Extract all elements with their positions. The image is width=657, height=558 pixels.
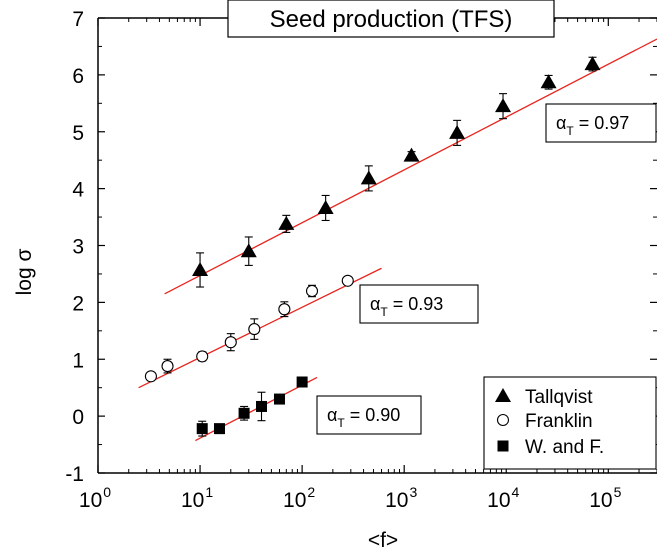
legend-label: Franklin — [525, 411, 593, 432]
data-point — [240, 243, 257, 258]
x-tick-label: 105 — [589, 484, 621, 512]
x-axis-label: <f> — [368, 529, 398, 552]
legend-label: W. and F. — [525, 437, 604, 458]
data-point — [224, 336, 237, 349]
x-tick-label: 104 — [487, 484, 519, 512]
data-point — [256, 400, 268, 412]
y-tick-label: 3 — [72, 236, 84, 259]
legend-marker — [496, 413, 510, 427]
y-tick-label: 4 — [72, 179, 84, 202]
data-point — [317, 199, 334, 214]
x-tick-label: 101 — [181, 484, 213, 512]
legend: Tallqvist Franklin W. and F. — [483, 376, 657, 470]
alpha-annotation-box — [359, 284, 479, 324]
chart-title-box: Seed production (TFS) — [227, 0, 555, 38]
data-point — [296, 376, 308, 388]
alpha-annotation-box — [316, 395, 422, 435]
y-tick-label: -1 — [65, 463, 84, 486]
legend-label: Tallqvist — [525, 387, 593, 408]
data-point — [278, 303, 291, 316]
legend-box — [483, 376, 657, 470]
legend-marker — [497, 440, 509, 452]
data-point — [238, 407, 250, 419]
data-point — [192, 261, 209, 276]
y-tick-label: 0 — [72, 406, 84, 429]
x-tick-label: 100 — [79, 484, 111, 512]
data-point — [403, 147, 420, 162]
data-markers — [144, 56, 601, 435]
chart-title: Seed production (TFS) — [270, 6, 513, 33]
data-point — [273, 393, 285, 405]
data-point — [196, 350, 209, 363]
data-point — [449, 124, 466, 139]
y-tick-label: 1 — [72, 349, 84, 372]
data-point — [278, 215, 295, 230]
y-tick-label: 7 — [72, 8, 84, 31]
data-point — [495, 98, 512, 113]
legend-marker — [495, 388, 511, 402]
data-point — [341, 274, 354, 287]
data-point — [144, 370, 157, 383]
y-tick-label: 6 — [72, 65, 84, 88]
x-tick-label: 102 — [283, 484, 315, 512]
data-point — [196, 423, 208, 435]
fit-line — [164, 38, 657, 295]
alpha-annotation-box — [545, 103, 657, 143]
data-point — [213, 423, 225, 435]
x-tick-label: 103 — [385, 484, 417, 512]
y-axis-label: log σ — [13, 249, 36, 296]
y-tick-label: 5 — [72, 122, 84, 145]
y-tick-label: 2 — [72, 292, 84, 315]
data-point — [540, 74, 557, 89]
data-point — [584, 56, 601, 71]
data-point — [360, 170, 377, 185]
data-point — [248, 323, 261, 336]
data-point — [305, 284, 319, 298]
data-point — [161, 360, 174, 373]
